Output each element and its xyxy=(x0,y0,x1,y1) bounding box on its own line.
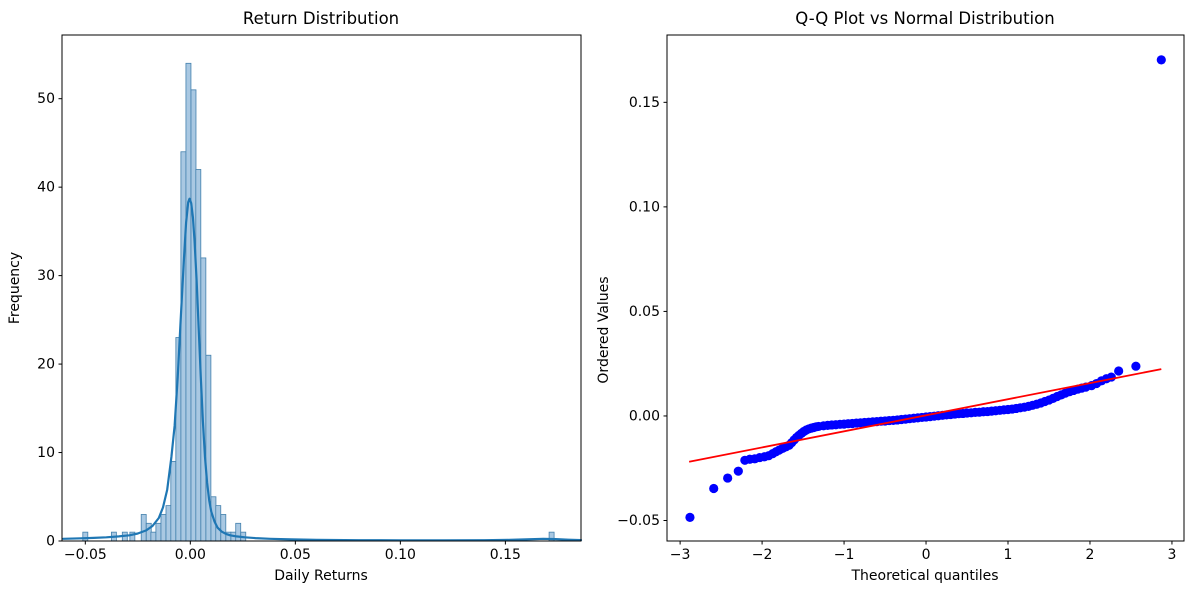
qq-fit-line xyxy=(688,368,1162,463)
qq-point xyxy=(1156,55,1166,65)
qq-x-tick-label: 0 xyxy=(922,547,931,563)
histogram-ylabel: Frequency xyxy=(7,251,23,325)
qq-y-tick-label: 0.05 xyxy=(629,304,660,320)
qq-point xyxy=(723,473,733,483)
qq-point xyxy=(1114,366,1124,376)
histogram-y-tick-label: 40 xyxy=(37,180,55,196)
histogram-bar xyxy=(140,514,147,542)
histogram-bar xyxy=(160,514,167,542)
qq-x-tick-label: 1 xyxy=(1004,547,1013,563)
qq-y-tick-label: 0.00 xyxy=(629,408,660,424)
histogram-y-tick-label: 10 xyxy=(37,445,55,461)
qq-xlabel: Theoretical quantiles xyxy=(851,568,999,584)
histogram-bar xyxy=(165,505,172,542)
qq-x-tick-label: −3 xyxy=(670,547,691,563)
histogram-spines xyxy=(61,34,582,542)
histogram-x-tick-label: 0.10 xyxy=(385,547,416,563)
qq-x-tick-label: −1 xyxy=(834,547,855,563)
qq-y-tick-label: −0.05 xyxy=(617,513,660,529)
histogram-x-tick-label: 0.05 xyxy=(280,547,311,563)
histogram-y-tick-label: 50 xyxy=(37,91,55,107)
histogram-bar xyxy=(205,354,212,542)
histogram-bar xyxy=(180,151,187,542)
histogram-y-tick-label: 0 xyxy=(46,534,55,550)
qq-point xyxy=(1131,361,1141,371)
qq-x-tick-label: 3 xyxy=(1167,547,1176,563)
qq-spines xyxy=(666,34,1185,542)
histogram-x-tick-label: 0.00 xyxy=(175,547,206,563)
histogram-bar xyxy=(235,522,242,542)
histogram-x-tick-label: −0.05 xyxy=(64,547,107,563)
histogram-bar xyxy=(82,531,89,542)
qq-y-tick-label: 0.10 xyxy=(629,199,660,215)
histogram-bar xyxy=(170,460,177,542)
histogram-title: Return Distribution xyxy=(242,9,400,28)
histogram-x-tick-label: 0.15 xyxy=(490,547,521,563)
qq-ylabel: Ordered Values xyxy=(596,276,612,384)
histogram-bar xyxy=(190,89,197,542)
histogram-y-tick-label: 30 xyxy=(37,268,55,284)
qq-y-tick-label: 0.15 xyxy=(629,95,660,111)
histogram-bar xyxy=(150,531,157,542)
qq-point xyxy=(709,483,719,494)
histogram-y-tick-label: 20 xyxy=(37,357,55,373)
histogram-bar xyxy=(185,62,192,542)
qq-x-tick-label: 2 xyxy=(1086,547,1095,563)
histogram-bar xyxy=(155,522,162,542)
qq-point xyxy=(685,512,695,522)
kde-curve xyxy=(62,197,583,542)
histogram-bar xyxy=(220,514,227,542)
qq-x-tick-label: −2 xyxy=(752,547,773,563)
histogram-xlabel: Daily Returns xyxy=(274,568,368,584)
qq-title: Q-Q Plot vs Normal Distribution xyxy=(795,9,1055,28)
qq-point xyxy=(733,466,743,476)
